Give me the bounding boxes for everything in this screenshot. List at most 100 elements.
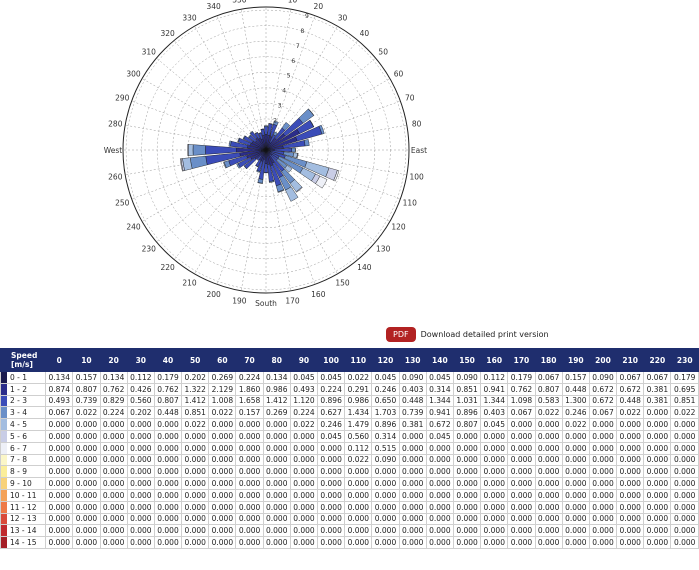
table-cell: 0.202 (126, 406, 155, 420)
table-cell: 0.762 (153, 382, 183, 396)
wind-frequency-table: Speed [m/s] 0 10 20 30 40 50 60 70 80 90 100 110 120… (0, 348, 699, 549)
table-cell: 0.000 (45, 536, 74, 549)
table-cell: 0.000 (507, 477, 536, 490)
table-cell: 0.000 (181, 453, 210, 467)
table-cell: 0.000 (670, 512, 699, 526)
table-row: 4 - 5 0.000 0.000 0.000 0.000 0.000 0.022 0.000… (0, 418, 699, 431)
speed-cell: 4 - 5 (0, 418, 47, 431)
table-cell: 0.000 (99, 441, 128, 455)
table-cell: 0.000 (507, 465, 536, 479)
speed-color-swatch (1, 489, 7, 501)
table-cell: 0.493 (289, 382, 319, 396)
speed-color-swatch (1, 454, 7, 466)
direction-tick-label: 140 (357, 263, 372, 272)
table-cell: 0.000 (480, 477, 509, 490)
direction-column-header: 170 (507, 348, 536, 372)
direction-column-header: 110 (344, 348, 373, 372)
speed-cell: 12 - 13 (0, 512, 47, 526)
table-cell: 0.000 (616, 441, 645, 455)
table-cell: 0.000 (208, 418, 237, 431)
table-cell: 1.300 (561, 394, 590, 408)
speed-color-swatch (1, 383, 7, 395)
table-cell: 0.000 (588, 488, 618, 502)
table-cell: 0.000 (72, 536, 101, 549)
table-cell: 0.000 (317, 465, 346, 479)
speed-label: 1 - 2 (10, 384, 28, 394)
table-cell: 0.000 (72, 441, 101, 455)
speed-color-swatch (1, 442, 7, 454)
table-cell: 0.000 (344, 500, 373, 514)
rose-bar-segment (264, 126, 268, 135)
speed-label: 0 - 1 (10, 372, 28, 382)
table-cell: 0.000 (262, 441, 291, 455)
table-cell: 0.000 (588, 512, 618, 526)
rose-bar-segment (205, 145, 237, 155)
table-cell: 0.045 (317, 429, 346, 443)
table-cell: 0.000 (235, 488, 264, 502)
direction-column-header: 100 (317, 348, 346, 372)
speed-color-swatch (1, 478, 7, 489)
rose-bar-segment (256, 154, 263, 161)
pdf-button[interactable]: PDF (386, 326, 416, 342)
table-cell: 0.000 (425, 536, 454, 549)
table-cell: 0.067 (45, 406, 74, 420)
table-cell: 0.000 (235, 465, 264, 479)
table-cell: 0.000 (72, 429, 101, 443)
table-cell: 0.000 (371, 536, 400, 549)
table-cell: 0.067 (616, 371, 645, 384)
table-cell: 0.000 (371, 524, 400, 538)
table-cell: 0.874 (45, 382, 74, 396)
rose-bar-segment (236, 163, 241, 169)
table-cell: 0.000 (344, 536, 373, 549)
speed-cell: 1 - 2 (0, 382, 47, 396)
speed-label: 7 - 8 (10, 455, 28, 465)
rose-bar-segment (307, 108, 315, 116)
table-cell: 0.022 (208, 406, 237, 420)
table-row: 13 - 14 0.000 0.000 0.000 0.000 0.000 0.000 0.0… (0, 524, 699, 538)
table-cell: 0.000 (425, 500, 454, 514)
table-cell: 0.112 (480, 371, 509, 384)
table-cell: 0.022 (616, 406, 645, 420)
rose-bar-segment (284, 164, 293, 173)
table-cell: 0.000 (181, 536, 210, 549)
radial-gridline (125, 9, 407, 291)
table-cell: 0.000 (561, 488, 590, 502)
table-cell: 0.000 (126, 500, 155, 514)
table-cell: 0.851 (670, 394, 699, 408)
table-cell: 0.000 (616, 512, 645, 526)
speed-label: 3 - 4 (10, 408, 28, 418)
table-cell: 0.179 (670, 371, 699, 384)
table-cell: 0.000 (235, 477, 264, 490)
rose-bar-segment (248, 134, 252, 139)
table-cell: 0.000 (99, 453, 128, 467)
table-cell: 0.000 (72, 465, 101, 479)
table-cell: 0.000 (398, 524, 427, 538)
table-cell: 0.000 (480, 441, 509, 455)
table-cell: 0.000 (643, 441, 672, 455)
table-cell: 0.000 (262, 524, 291, 538)
direction-column-header: 200 (588, 348, 618, 372)
download-print-link[interactable]: Download detailed print version (420, 329, 549, 339)
radial-gridline (219, 103, 313, 197)
table-cell: 0.000 (480, 453, 509, 467)
table-cell: 0.000 (670, 441, 699, 455)
speed-cell: 11 - 12 (0, 500, 47, 514)
direction-tick-label: 150 (335, 279, 350, 288)
direction-tick-label: 100 (410, 173, 425, 182)
direction-column-header: 140 (425, 348, 454, 372)
table-cell: 0.000 (616, 418, 645, 431)
table-cell: 0.000 (317, 488, 346, 502)
table-cell: 0.000 (561, 477, 590, 490)
table-cell: 0.000 (425, 453, 454, 467)
table-cell: 0.000 (616, 500, 645, 514)
speed-label: 14 - 15 (10, 538, 37, 548)
table-cell: 0.000 (398, 477, 427, 490)
table-cell: 0.000 (588, 500, 618, 514)
table-cell: 0.045 (425, 429, 454, 443)
table-cell: 0.000 (452, 441, 482, 455)
table-cell: 0.000 (208, 500, 237, 514)
table-cell: 0.000 (425, 465, 454, 479)
rose-bar-segment (237, 137, 241, 143)
table-cell: 0.000 (398, 488, 427, 502)
table-cell: 0.000 (452, 512, 482, 526)
